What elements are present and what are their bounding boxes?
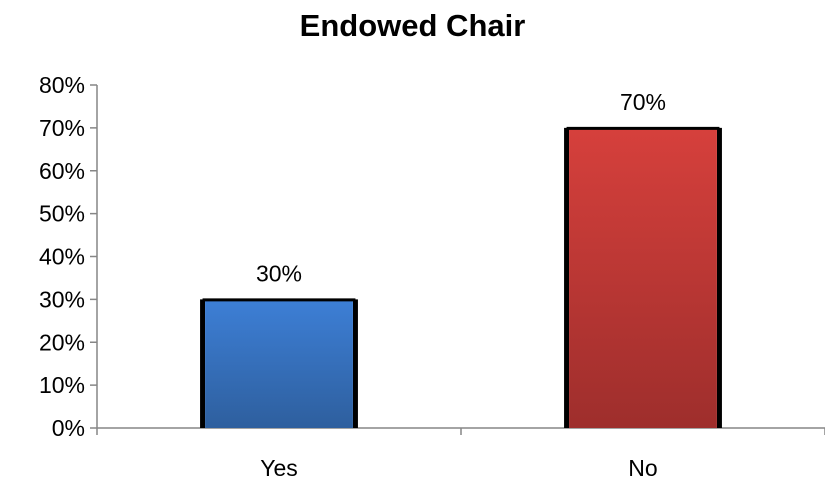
y-tick-label: 80%	[39, 72, 85, 98]
y-tick-label: 10%	[39, 372, 85, 398]
bar-edge-left	[564, 127, 570, 428]
bar-top-edge	[566, 126, 720, 130]
bar-edge-right	[716, 127, 722, 428]
bar-top-edge	[202, 298, 356, 302]
bars	[200, 126, 722, 428]
y-tick-label: 70%	[39, 115, 85, 141]
x-axis: Yes No	[96, 427, 825, 481]
y-tick-label: 30%	[39, 286, 85, 312]
y-tick-label: 60%	[39, 158, 85, 184]
y-tick-label: 0%	[52, 415, 85, 441]
bar-yes	[205, 299, 353, 428]
y-axis: 0% 10% 20% 30% 40% 50% 60% 70% 80%	[39, 72, 98, 441]
data-label-yes: 30%	[256, 260, 302, 286]
y-tick-label: 20%	[39, 329, 85, 355]
data-label-no: 70%	[620, 89, 666, 115]
x-tick-label-no: No	[628, 455, 657, 481]
bar-no	[569, 127, 717, 428]
x-tick-label-yes: Yes	[260, 455, 298, 481]
bar-edge-right	[352, 299, 358, 428]
y-tick-label: 40%	[39, 244, 85, 270]
bar-edge-left	[200, 299, 206, 428]
data-labels: 30% 70%	[256, 89, 666, 287]
y-tick-label: 50%	[39, 201, 85, 227]
chart-title: Endowed Chair	[299, 8, 526, 43]
